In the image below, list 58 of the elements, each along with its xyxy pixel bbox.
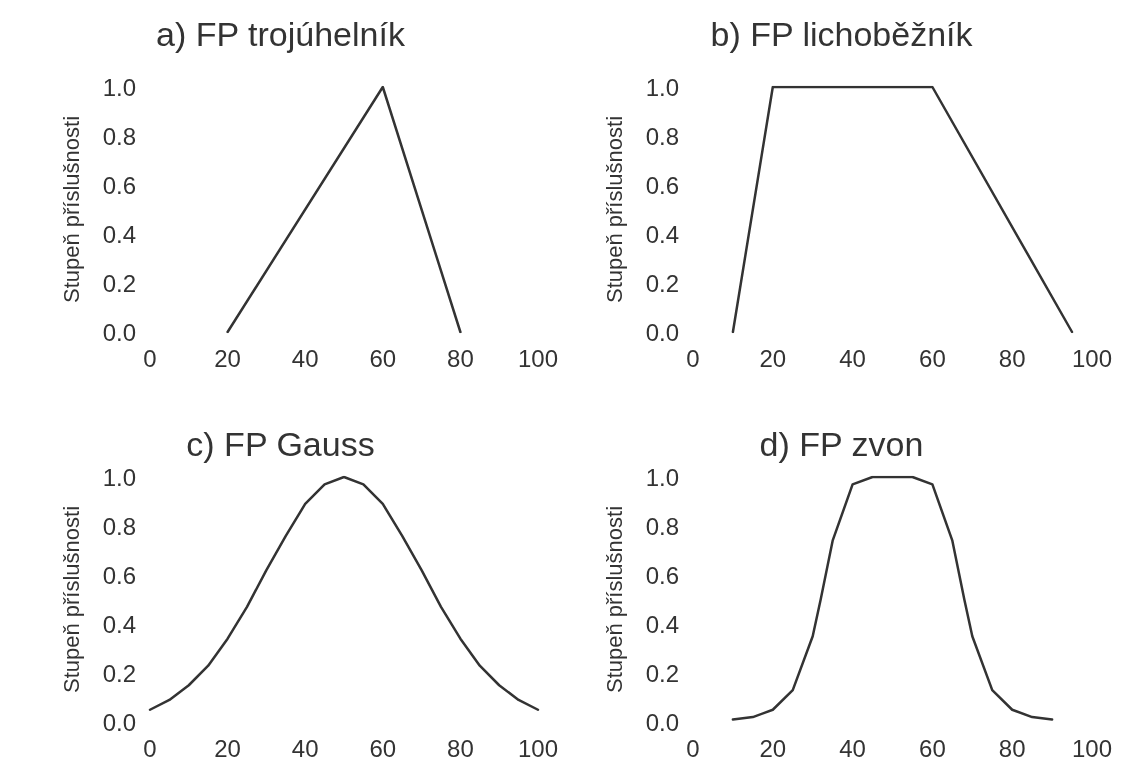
x-tick-label: 100 (1071, 344, 1113, 372)
y-tick-label: 0.2 (645, 659, 679, 687)
y-tick-label: 0.0 (102, 318, 136, 346)
y-tick-label: 0.6 (102, 561, 136, 589)
y-tick-label: 0.6 (102, 171, 136, 199)
x-tick-label: 20 (214, 734, 241, 762)
x-tick-label: 40 (291, 344, 319, 372)
y-tick-label: 0.4 (645, 220, 679, 248)
x-tick-label: 60 (919, 344, 946, 372)
y-axis-title: Stupeň příslušnosti (601, 505, 627, 694)
chart-title: a) FP trojúhelník (156, 15, 406, 53)
x-tick-label: 0 (143, 344, 157, 372)
y-tick-label: 0.4 (645, 610, 679, 638)
y-tick-label: 0.8 (102, 512, 136, 540)
y-tick-label: 0.8 (102, 122, 136, 150)
x-tick-label: 40 (839, 734, 866, 762)
x-tick-label: 80 (447, 344, 474, 372)
y-tick-label: 0.4 (102, 610, 136, 638)
x-tick-label: 40 (839, 344, 866, 372)
y-tick-label: 0.6 (645, 171, 679, 199)
y-tick-label: 0.2 (102, 659, 136, 687)
x-tick-label: 0 (686, 734, 700, 762)
y-axis-title: Stupeň příslušnosti (58, 505, 84, 694)
y-tick-label: 0.0 (645, 708, 679, 736)
y-tick-label: 0.2 (645, 269, 679, 297)
x-tick-label: 20 (214, 344, 241, 372)
line-series (731, 475, 1054, 721)
y-tick-label: 0.0 (102, 708, 136, 736)
x-tick-label: 100 (517, 734, 558, 762)
x-tick-label: 60 (369, 734, 397, 762)
x-tick-label: 20 (759, 734, 787, 762)
chart-title: c) FP Gauss (186, 425, 375, 463)
y-axis-title: Stupeň příslušnosti (58, 115, 84, 304)
x-tick-label: 20 (759, 344, 787, 372)
y-tick-label: 1.0 (645, 73, 679, 101)
x-tick-label: 40 (291, 734, 319, 762)
y-tick-label: 1.0 (645, 463, 679, 491)
y-tick-label: 0.2 (102, 269, 136, 297)
y-tick-label: 1.0 (102, 463, 136, 491)
x-tick-label: 80 (998, 344, 1026, 372)
x-tick-label: 0 (686, 344, 700, 372)
chart-title: d) FP zvon (759, 425, 924, 463)
x-tick-label: 80 (998, 734, 1026, 762)
y-tick-label: 0.8 (645, 122, 679, 150)
y-axis-title: Stupeň příslušnosti (601, 115, 627, 304)
y-tick-label: 0.8 (645, 512, 679, 540)
chart-title: b) FP lichoběžník (710, 15, 974, 53)
x-tick-label: 80 (447, 734, 474, 762)
x-tick-label: 100 (517, 344, 558, 372)
line-series (148, 475, 540, 711)
x-tick-label: 0 (143, 734, 157, 762)
y-tick-label: 0.0 (645, 318, 679, 346)
x-tick-label: 60 (369, 344, 397, 372)
y-tick-label: 0.6 (645, 561, 679, 589)
x-tick-label: 100 (1071, 734, 1113, 762)
y-tick-label: 0.4 (102, 220, 136, 248)
y-tick-label: 1.0 (102, 73, 136, 101)
x-tick-label: 60 (919, 734, 946, 762)
